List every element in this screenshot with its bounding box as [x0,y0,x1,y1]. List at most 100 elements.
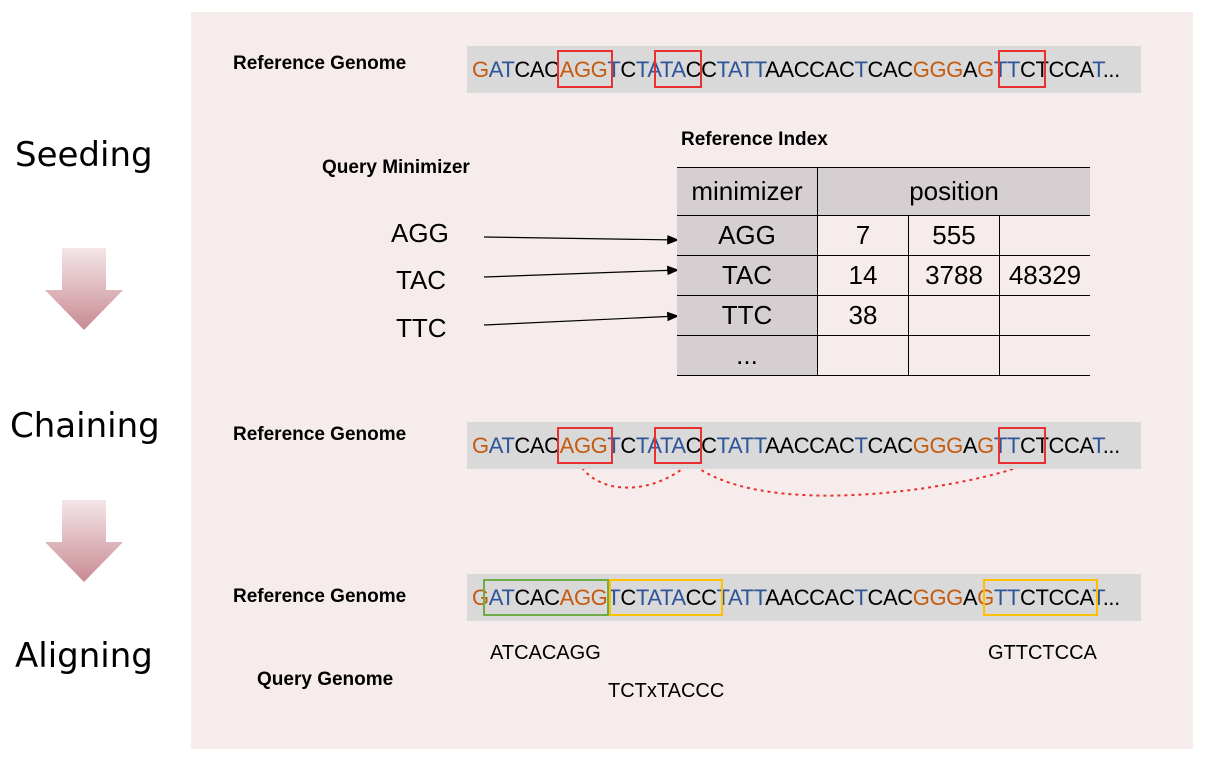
reference-genome-label: Reference Genome [233,424,407,445]
sequence-segment: AGG [559,433,608,458]
table-row: TTC 38 [677,295,1090,336]
sequence-segment: CTCCA [1019,433,1093,458]
sequence-segment: CTCCA [1019,585,1093,610]
sequence-segment: TATT [716,585,766,610]
reference-index-label: Reference Index [681,129,828,150]
sequence-segment: A [488,57,502,82]
sequence-segment: AACCAC [765,433,855,458]
chain-link [577,461,691,489]
table-row: TAC 14 3788 48329 [677,255,1090,296]
index-pos: 555 [908,215,1000,256]
sequence-segment: TATA [635,585,686,610]
sequence-segment: C [620,585,636,610]
sequence-segment: CC [685,585,717,610]
sequence-bar [467,574,1141,621]
sequence-segment: TATA [635,57,686,82]
sequence-segment: CTCCA [1019,57,1093,82]
index-pos [817,335,909,376]
sequence-segment: CAC [514,585,560,610]
sequence-segment: G [977,433,994,458]
sequence-segment: T [501,57,515,82]
sequence-segment: A [488,433,502,458]
sequence-segment: AACCAC [765,57,855,82]
seed-box-tac [654,50,702,88]
index-key: ... [677,335,818,376]
align-box-segment2 [609,579,723,616]
index-pos: 38 [817,295,909,336]
seed-box-tac [654,427,702,464]
query-segment-1: ATCACAGG [490,642,601,664]
query-minimizer-label: Query Minimizer [322,157,470,178]
query-minimizer-item: TTC [396,313,447,343]
index-key: AGG [677,215,818,256]
sequence-segment: T [1092,57,1103,82]
sequence-segment: G [472,433,489,458]
sequence-segment: T [501,585,515,610]
sequence-segment: A [962,433,978,458]
sequence-segment: CAC [514,433,560,458]
sequence-segment: ... [1102,585,1121,610]
sequence-segment: TATT [716,57,766,82]
index-pos [908,335,1000,376]
arrow-tac [483,265,680,278]
index-pos: 14 [817,255,909,296]
index-pos: 7 [817,215,909,256]
sequence-segment: T [501,433,515,458]
sequence-segment: G [977,585,994,610]
sequence-segment: GGG [912,57,964,82]
seed-box-ttc [998,427,1046,464]
sequence-segment: GGG [912,585,964,610]
sequence-bar [467,422,1141,469]
stage-seeding: Seeding [15,135,153,175]
sequence-segment: AGG [559,57,608,82]
sequence-segment: TATA [635,433,686,458]
index-pos [908,295,1000,336]
sequence-segment: T [1092,433,1103,458]
query-genome-label: Query Genome [257,669,394,690]
chain-link [689,461,1017,497]
sequence-segment: A [962,57,978,82]
reference-genome-label: Reference Genome [233,53,407,74]
seed-box-agg [557,427,613,464]
arrow-agg [483,235,680,245]
arrow-ttc [483,311,680,326]
stage-chaining: Chaining [10,406,160,446]
sequence-segment: AACCAC [765,585,855,610]
align-box-segment1 [483,579,609,616]
sequence-segment: TT [993,585,1020,610]
sequence-segment: ... [1102,433,1121,458]
sequence-segment: A [962,585,978,610]
content-panel [191,12,1193,749]
stage-aligning: Aligning [15,636,153,676]
query-segment-2: TCTxTACCC [608,680,725,702]
sequence-segment: ... [1102,57,1121,82]
sequence-segment: TATT [716,433,766,458]
sequence-segment: AGG [559,585,608,610]
sequence-segment: C [620,57,636,82]
index-header-minimizer: minimizer [677,167,818,216]
sequence-segment: T [854,585,868,610]
query-segment-3: GTTCTCCA [988,642,1097,664]
index-header-position: position [817,167,1090,216]
sequence-segment: T [854,57,868,82]
down-arrow-icon [45,500,123,582]
index-pos [999,295,1090,336]
sequence-segment: CAC [867,433,913,458]
sequence-segment: T [607,433,621,458]
sequence-segment: G [977,57,994,82]
sequence-segment: CAC [867,57,913,82]
index-key: TTC [677,295,818,336]
sequence-bar [467,46,1141,93]
index-pos: 48329 [999,255,1090,296]
sequence-segment: CAC [514,57,560,82]
seed-box-ttc [998,50,1046,88]
sequence-segment: T [854,433,868,458]
down-arrow-icon [45,248,123,330]
sequence-segment: C [620,433,636,458]
table-row: ... [677,335,1090,376]
sequence-segment: GGG [912,433,964,458]
sequence-segment: A [488,585,502,610]
table-row: AGG 7 555 [677,215,1090,256]
seed-box-agg [557,50,613,88]
